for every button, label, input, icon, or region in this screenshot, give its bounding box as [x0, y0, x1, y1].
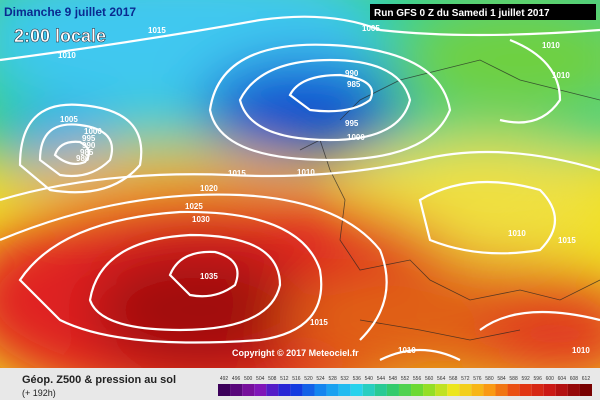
time: 2:00 locale: [14, 26, 106, 46]
scale-label: 504: [256, 376, 265, 382]
scale-label: 500: [244, 376, 253, 382]
isobar-label: 990: [82, 141, 96, 150]
scale-label: 572: [461, 376, 470, 382]
isobar-label: 1025: [185, 202, 203, 211]
scale-label: 596: [534, 376, 543, 382]
scale-swatch: [302, 384, 315, 396]
scale-label: 556: [413, 376, 422, 382]
isobar-label: 985: [347, 80, 361, 89]
isobar-label: 1010: [297, 168, 315, 177]
scale-swatch: [230, 384, 243, 396]
isobar-label: 1010: [552, 71, 570, 80]
scale-label: 564: [437, 376, 446, 382]
scale-swatch: [218, 384, 231, 396]
isobar-label: 985: [80, 148, 94, 157]
scale-label: 600: [546, 376, 555, 382]
scale-label: 548: [389, 376, 398, 382]
isobar-label: 1010: [508, 229, 526, 238]
scale-swatch: [242, 384, 255, 396]
scale-label: 588: [509, 376, 518, 382]
date: Dimanche 9 juillet 2017: [4, 5, 136, 19]
isobar-label: 1005: [60, 115, 78, 124]
scale-swatch: [495, 384, 508, 396]
scale-label: 524: [316, 376, 325, 382]
isobar-label: 1015: [310, 318, 328, 327]
isobar-label: 1005: [362, 24, 380, 33]
scale-swatch: [411, 384, 424, 396]
isobar-label: 1035: [200, 272, 218, 281]
scale-label: 604: [558, 376, 567, 382]
scale-label: 580: [485, 376, 494, 382]
scale-swatch: [447, 384, 460, 396]
isobar-label: 1000: [84, 127, 102, 136]
run-box: [370, 4, 596, 20]
scale-swatch: [266, 384, 279, 396]
scale-label: 520: [304, 376, 313, 382]
scale-swatch: [290, 384, 303, 396]
scale-label: 540: [365, 376, 374, 382]
scale-label: 592: [521, 376, 530, 382]
isobar-label: 1010: [58, 51, 76, 60]
scale-swatch: [459, 384, 472, 396]
scale-label: 512: [280, 376, 289, 382]
scale-label: 584: [497, 376, 506, 382]
scale-label: 496: [232, 376, 241, 382]
run-info: Run GFS 0 Z du Samedi 1 juillet 2017: [374, 8, 550, 19]
isobar-label: 1010: [542, 41, 560, 50]
scale-swatch: [254, 384, 267, 396]
scale-swatch: [471, 384, 484, 396]
footer-lead: (+ 192h): [22, 388, 56, 398]
scale-label: 576: [473, 376, 482, 382]
scale-label: 528: [328, 376, 337, 382]
scale-swatch: [483, 384, 496, 396]
scale-swatch: [350, 384, 363, 396]
scale-swatch: [579, 384, 592, 396]
isobar-label: 1030: [192, 215, 210, 224]
scale-swatch: [543, 384, 556, 396]
scale-label: 544: [377, 376, 386, 382]
scale-swatch: [555, 384, 568, 396]
scale-swatch: [338, 384, 351, 396]
scale-swatch: [519, 384, 532, 396]
isobar-label: 980: [76, 154, 90, 163]
scale-swatch: [531, 384, 544, 396]
isobar-label: 990: [345, 69, 359, 78]
scale-swatch: [567, 384, 580, 396]
scale-swatch: [398, 384, 412, 396]
isobar-label: 1015: [228, 169, 246, 178]
scale-label: 536: [353, 376, 362, 382]
isobar-label: 1020: [200, 184, 218, 193]
isobar-label: 995: [345, 119, 359, 128]
isobar-label: 995: [82, 134, 96, 143]
scale-label: 560: [425, 376, 434, 382]
scale-swatch: [386, 384, 399, 396]
copyright: Copyright © 2017 Meteociel.fr: [232, 348, 359, 358]
scale-label: 608: [570, 376, 579, 382]
scale-label: 552: [401, 376, 410, 382]
footer-title: Géop. Z500 & pression au sol: [22, 374, 176, 386]
isobar-label: 1010: [398, 346, 416, 355]
scale-label: 532: [341, 376, 350, 382]
scale-label: 568: [449, 376, 458, 382]
scale-swatch: [507, 384, 520, 396]
scale-swatch: [374, 384, 387, 396]
scale-swatch: [326, 384, 339, 396]
isobar-label: 1010: [572, 346, 590, 355]
scale-label: 516: [292, 376, 301, 382]
scale-swatch: [423, 384, 436, 396]
scale-swatch: [435, 384, 448, 396]
isobar-label: 1000: [347, 133, 365, 142]
scale-swatch: [314, 384, 327, 396]
isobar-label: 1015: [558, 236, 576, 245]
scale-swatch: [362, 384, 375, 396]
scale-swatch: [278, 384, 291, 396]
isobar-label: 1015: [148, 26, 166, 35]
scale-label: 492: [220, 376, 229, 382]
scale-label: 508: [268, 376, 277, 382]
scale-label: 612: [582, 376, 591, 382]
